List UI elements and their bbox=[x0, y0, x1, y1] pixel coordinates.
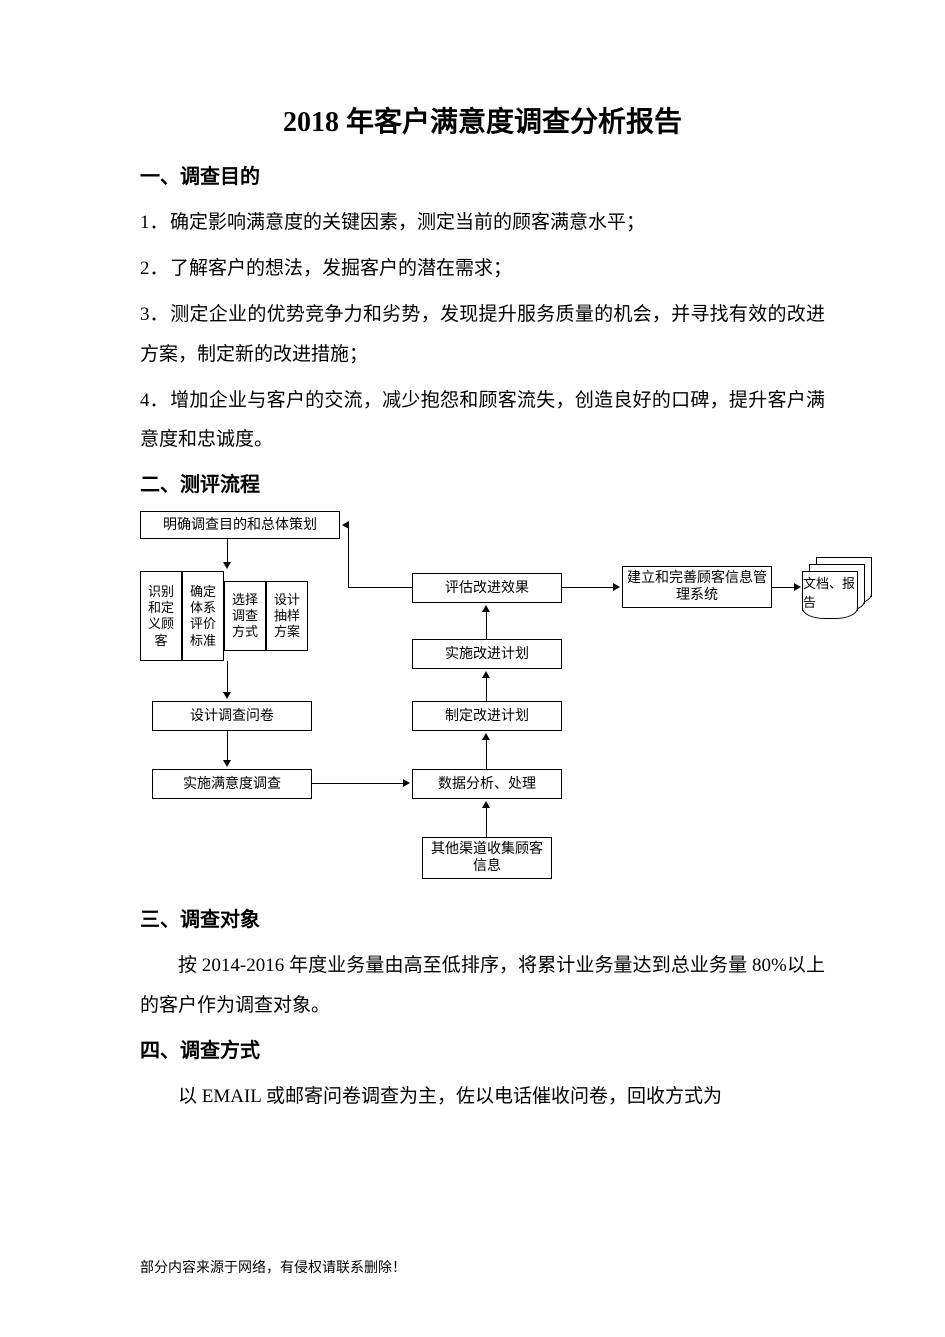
flowchart: 明确调查目的和总体策划 识别和定义顾客 确定体系评价标准 选择调查方式 设计抽样… bbox=[132, 511, 852, 891]
flow-node-n2a: 识别和定义顾客 bbox=[140, 571, 182, 661]
edge bbox=[486, 807, 487, 837]
footer-note: 部分内容来源于网络，有侵权请联系删除！ bbox=[140, 1257, 406, 1277]
flow-node-n9: 其他渠道收集顾客信息 bbox=[422, 837, 552, 879]
list-num: 4． bbox=[140, 381, 170, 421]
arrow-icon bbox=[223, 692, 231, 699]
arrow-icon bbox=[794, 583, 801, 591]
edge bbox=[227, 539, 228, 564]
edge bbox=[486, 677, 487, 701]
flow-node-n7: 制定改进计划 bbox=[412, 701, 562, 731]
arrow-icon bbox=[342, 521, 349, 529]
arrow-icon bbox=[482, 801, 490, 808]
edge bbox=[348, 525, 349, 588]
edge bbox=[312, 783, 405, 784]
arrow-icon bbox=[482, 605, 490, 612]
list-text: 测定企业的优势竞争力和劣势，发现提升服务质量的机会，并寻找有效的改进方案，制定新… bbox=[140, 304, 825, 365]
flow-node-n2c: 选择调查方式 bbox=[224, 581, 266, 651]
arrow-icon bbox=[223, 760, 231, 767]
list-item: 4．增加企业与客户的交流，减少抱怨和顾客流失，创造良好的口碑，提升客户满意度和忠… bbox=[140, 381, 825, 461]
list-item: 1．确定影响满意度的关键因素，测定当前的顾客满意水平； bbox=[140, 203, 825, 243]
edge bbox=[486, 611, 487, 639]
flow-node-n6: 实施改进计划 bbox=[412, 639, 562, 669]
list-num: 3． bbox=[140, 295, 170, 335]
flow-node-n4: 实施满意度调查 bbox=[152, 769, 312, 799]
edge bbox=[772, 587, 796, 588]
list-text: 确定影响满意度的关键因素，测定当前的顾客满意水平； bbox=[170, 212, 645, 233]
arrow-icon bbox=[482, 733, 490, 740]
list-item: 2．了解客户的想法，发掘客户的潜在需求； bbox=[140, 249, 825, 289]
list-item: 3．测定企业的优势竞争力和劣势，发现提升服务质量的机会，并寻找有效的改进方案，制… bbox=[140, 295, 825, 375]
edge bbox=[486, 739, 487, 769]
arrow-icon bbox=[482, 671, 490, 678]
flow-node-n10: 建立和完善顾客信息管理系统 bbox=[622, 566, 772, 608]
arrow-icon bbox=[403, 779, 410, 787]
flow-node-n5: 评估改进效果 bbox=[412, 573, 562, 603]
edge bbox=[227, 731, 228, 762]
flow-node-n8: 数据分析、处理 bbox=[412, 769, 562, 799]
edge bbox=[227, 661, 228, 694]
flow-node-n3: 设计调查问卷 bbox=[152, 701, 312, 731]
section3-text: 按 2014-2016 年度业务量由高至低排序，将累计业务量达到总业务量 80%… bbox=[140, 946, 825, 1026]
edge bbox=[348, 587, 412, 588]
list-text: 增加企业与客户的交流，减少抱怨和顾客流失，创造良好的口碑，提升客户满意度和忠诚度… bbox=[140, 390, 825, 451]
section3-heading: 三、调查对象 bbox=[140, 903, 825, 932]
page-title: 2018 年客户满意度调查分析报告 bbox=[140, 100, 825, 140]
flow-node-n11: 文档、报告 bbox=[802, 571, 858, 611]
arrow-icon bbox=[613, 583, 620, 591]
section1-heading: 一、调查目的 bbox=[140, 160, 825, 189]
flow-node-n2d: 设计抽样方案 bbox=[266, 581, 308, 651]
section4-heading: 四、调查方式 bbox=[140, 1034, 825, 1063]
list-text: 了解客户的想法，发掘客户的潜在需求； bbox=[170, 258, 512, 279]
section2-heading: 二、测评流程 bbox=[140, 468, 825, 497]
arrow-icon bbox=[223, 562, 231, 569]
list-num: 1． bbox=[140, 203, 170, 243]
section4-text: 以 EMAIL 或邮寄问卷调查为主，佐以电话催收问卷，回收方式为 bbox=[140, 1077, 825, 1117]
edge bbox=[562, 587, 615, 588]
list-num: 2． bbox=[140, 249, 170, 289]
flow-node-n11-stack: 文档、报告 bbox=[802, 557, 880, 615]
flow-node-n1: 明确调查目的和总体策划 bbox=[140, 511, 340, 539]
flow-node-n2b: 确定体系评价标准 bbox=[182, 571, 224, 661]
